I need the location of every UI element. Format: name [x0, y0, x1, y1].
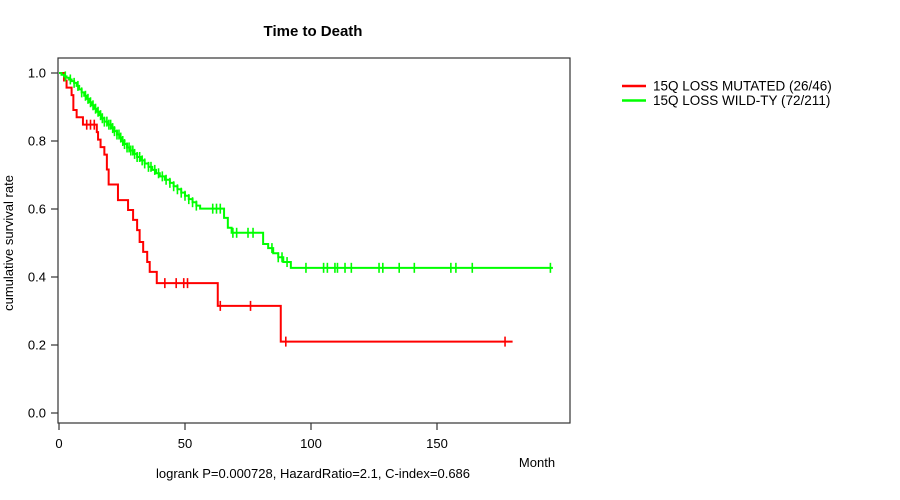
x-tick-label: 0: [55, 436, 62, 451]
legend: 15Q LOSS MUTATED (26/46) 15Q LOSS WILD-T…: [622, 79, 832, 108]
y-tick-label: 1.0: [28, 66, 46, 81]
survival-curve-mutated: [59, 72, 513, 343]
x-tick-label: 50: [178, 436, 192, 451]
chart-title: Time to Death: [264, 23, 363, 40]
stats-annotation: logrank P=0.000728, HazardRatio=2.1, C-i…: [156, 466, 470, 481]
y-axis-ticks: 0.0 0.2 0.4 0.6 0.8 1.0: [28, 66, 58, 421]
x-tick-label: 150: [426, 436, 448, 451]
x-axis-label: Month: [519, 455, 555, 470]
y-tick-label: 0.8: [28, 134, 46, 149]
y-tick-label: 0.6: [28, 202, 46, 217]
legend-label-mutated: 15Q LOSS MUTATED (26/46): [653, 79, 832, 94]
y-axis-label: cumulative survival rate: [1, 175, 16, 311]
y-tick-label: 0.0: [28, 406, 46, 421]
y-tick-label: 0.2: [28, 338, 46, 353]
survival-curves: [59, 71, 553, 347]
x-tick-label: 100: [300, 436, 322, 451]
x-axis-ticks: 0 50 100 150: [55, 423, 448, 451]
legend-label-wildtype: 15Q LOSS WILD-TY (72/211): [653, 93, 830, 108]
survival-curve-wildtype: [59, 72, 553, 269]
y-tick-label: 0.4: [28, 270, 46, 285]
plot-box: [57, 57, 571, 424]
